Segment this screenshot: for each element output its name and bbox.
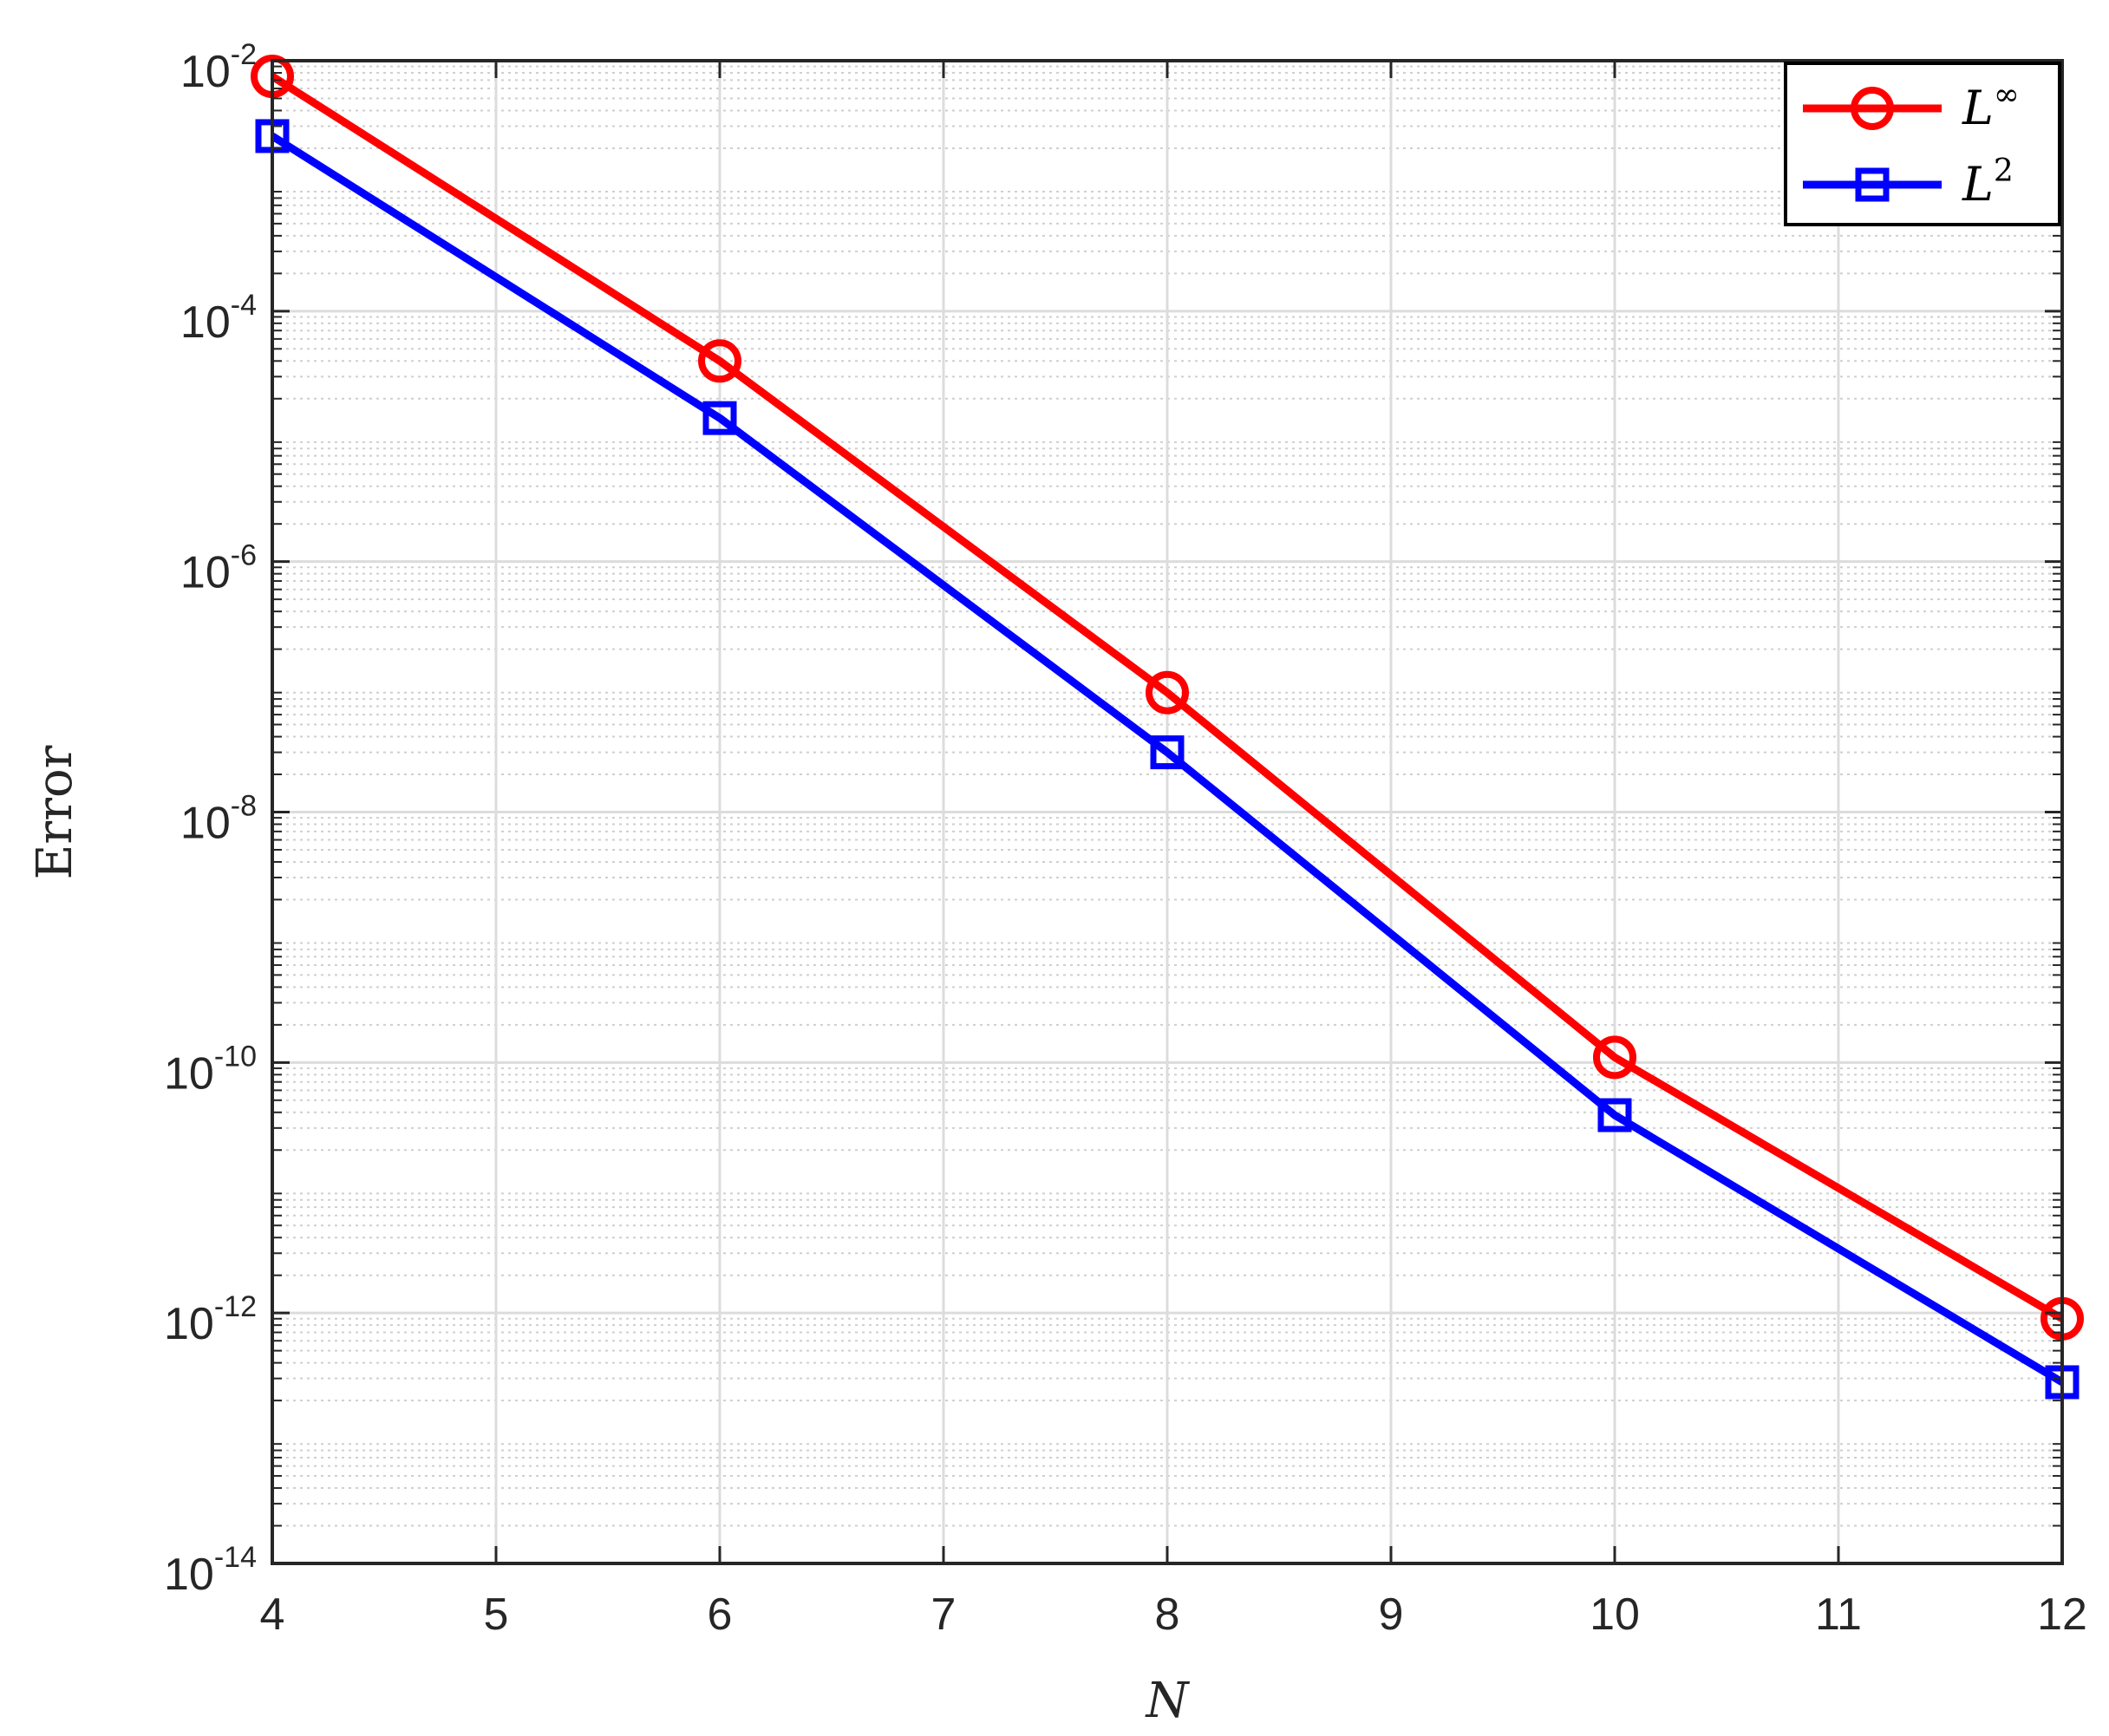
y-tick-label: 10-2 [180, 38, 257, 97]
x-tick-label: 5 [484, 1589, 509, 1640]
x-axis-label: N [1145, 1673, 1191, 1729]
y-axis-label: Error [27, 745, 83, 879]
series-line-1 [270, 133, 2065, 1386]
x-tick-label: 10 [1590, 1589, 1640, 1640]
x-tick-label: 12 [2037, 1589, 2087, 1640]
y-tick-label: 10-10 [164, 1040, 257, 1099]
x-tick-labels: 4 5 6 7 8 9 10 11 12 [260, 1589, 2087, 1640]
series-line-0 [270, 73, 2065, 1322]
x-tick-label: 7 [931, 1589, 957, 1640]
data-point-circle [1593, 1035, 1636, 1080]
x-tick-label: 6 [708, 1589, 733, 1640]
x-tick-label: 11 [1815, 1589, 1862, 1640]
legend: L∞ L2 [1784, 62, 2061, 226]
y-tick-label: 10-6 [180, 539, 257, 598]
x-tick-label: 4 [260, 1589, 285, 1640]
legend-box [1784, 62, 2061, 226]
axis-ticks [271, 59, 2064, 1565]
y-tick-label: 10-14 [164, 1541, 257, 1600]
legend-marker-square [1855, 167, 1890, 202]
legend-label: L∞ [1962, 77, 2020, 135]
x-tick-label: 9 [1379, 1589, 1404, 1640]
y-tick-labels: 10-14 10-12 10-10 10-8 10-6 10-4 10-2 [164, 38, 257, 1600]
legend-label: L2 [1962, 153, 2014, 212]
legend-marker-circle [1851, 87, 1894, 130]
data-point-square [1597, 1098, 1632, 1132]
y-tick-label: 10-12 [164, 1290, 257, 1349]
data-point-square [1150, 735, 1185, 770]
data-point-circle [698, 339, 741, 383]
data-point-square [702, 401, 737, 435]
y-tick-label: 10-8 [180, 790, 257, 849]
x-tick-label: 8 [1155, 1589, 1180, 1640]
y-tick-label: 10-4 [180, 289, 257, 348]
data-point-circle [1146, 670, 1189, 715]
